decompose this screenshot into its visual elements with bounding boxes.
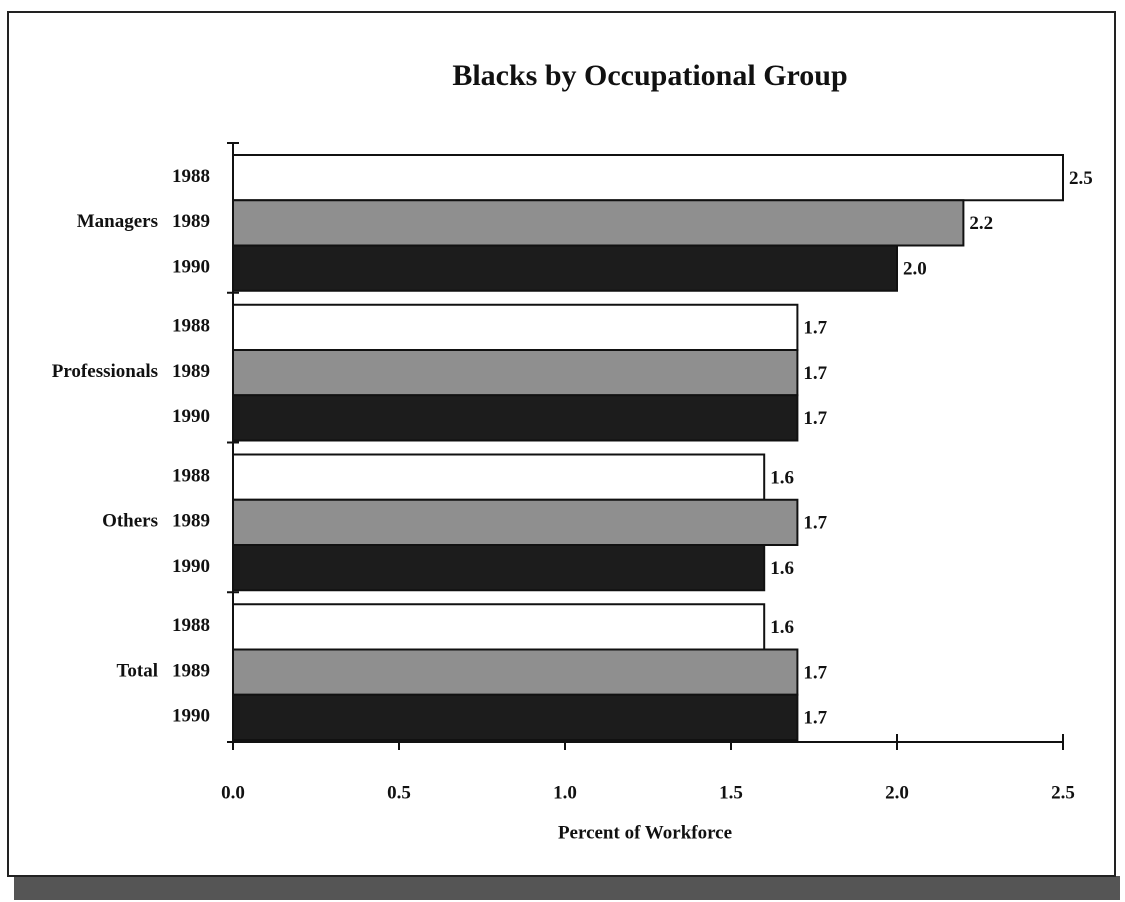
bar bbox=[232, 154, 1064, 202]
frame bbox=[7, 11, 1116, 877]
x-tick-label: 1.5 bbox=[719, 782, 743, 803]
bar bbox=[232, 603, 766, 651]
bar bbox=[232, 693, 799, 741]
value-label: 1.7 bbox=[803, 363, 827, 384]
series-label: 1988 bbox=[172, 166, 210, 187]
value-label: 1.7 bbox=[803, 318, 827, 339]
x-tick-label: 2.0 bbox=[885, 782, 909, 803]
series-label: 1988 bbox=[172, 465, 210, 486]
series-label: 1989 bbox=[172, 511, 210, 532]
x-tick-label: 1.0 bbox=[553, 782, 577, 803]
series-label: 1988 bbox=[172, 615, 210, 636]
value-label: 1.7 bbox=[803, 513, 827, 534]
x-tick-label: 0.0 bbox=[221, 782, 245, 803]
bar bbox=[232, 394, 799, 442]
bar bbox=[232, 244, 898, 292]
category-label: Managers bbox=[77, 211, 158, 232]
series-label: 1990 bbox=[172, 256, 210, 277]
value-label: 2.2 bbox=[969, 213, 993, 234]
category-label: Total bbox=[116, 660, 158, 681]
x-tick-label: 0.5 bbox=[387, 782, 411, 803]
value-label: 1.7 bbox=[803, 408, 827, 429]
value-label: 2.0 bbox=[903, 258, 927, 279]
bar bbox=[232, 498, 799, 546]
value-label: 2.5 bbox=[1069, 168, 1093, 189]
series-label: 1990 bbox=[172, 556, 210, 577]
chart-title: Blacks by Occupational Group bbox=[452, 59, 847, 92]
bar bbox=[232, 453, 766, 501]
bar bbox=[232, 303, 799, 351]
series-label: 1989 bbox=[172, 211, 210, 232]
bar bbox=[232, 544, 766, 592]
series-label: 1990 bbox=[172, 406, 210, 427]
series-label: 1989 bbox=[172, 660, 210, 681]
x-tick-label: 2.5 bbox=[1051, 782, 1075, 803]
value-label: 1.6 bbox=[770, 558, 794, 579]
series-label: 1988 bbox=[172, 316, 210, 337]
value-label: 1.6 bbox=[770, 467, 794, 488]
value-label: 1.6 bbox=[770, 617, 794, 638]
category-label: Others bbox=[102, 511, 158, 532]
value-label: 1.7 bbox=[803, 662, 827, 683]
series-label: 1989 bbox=[172, 361, 210, 382]
bar bbox=[232, 349, 799, 397]
category-label: Professionals bbox=[52, 361, 158, 382]
series-label: 1990 bbox=[172, 706, 210, 727]
bar bbox=[232, 199, 965, 247]
x-axis-label: Percent of Workforce bbox=[558, 822, 732, 843]
frame-shadow bbox=[14, 876, 1120, 900]
value-label: 1.7 bbox=[803, 708, 827, 729]
bar bbox=[232, 648, 799, 696]
